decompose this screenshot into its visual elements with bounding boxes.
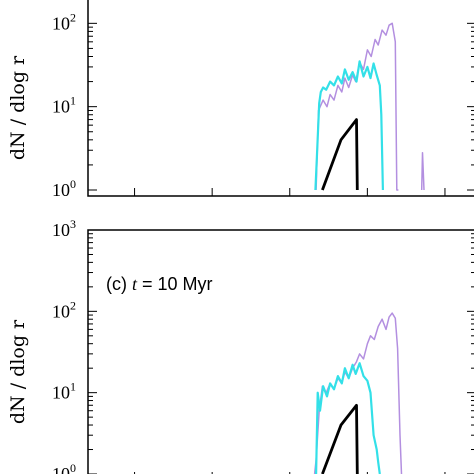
ytick-label: 101 [52, 94, 76, 117]
series-line [321, 118, 359, 191]
panel-c: 100 101 102 103 (c) t = 10 Myr dN / dlog r [7, 217, 474, 474]
series-line [420, 151, 425, 191]
series-line [315, 362, 381, 474]
panel-c-ylabel: dN / dlog r [7, 319, 29, 424]
ytick-label: 100 [52, 177, 76, 200]
panel-b-ytick-labels: 100 101 102 [52, 10, 76, 200]
panel-b-ticks [88, 22, 474, 196]
panel-b-ylabel: dN / dlog r [7, 55, 29, 160]
series-line [314, 60, 384, 191]
panel-b: 100 101 102 dN / dlog r [7, 0, 474, 200]
panel-c-label: (c) t = 10 Myr [106, 274, 213, 294]
panel-b-frame [87, 0, 474, 197]
ytick-label: 100 [52, 461, 76, 474]
ytick-label: 101 [52, 380, 76, 403]
ytick-label: 102 [52, 298, 76, 321]
panel-c-ticks [88, 229, 474, 474]
panel-b-series [314, 22, 425, 191]
panel-c-series [313, 312, 403, 474]
ytick-label: 103 [52, 217, 76, 240]
ytick-label: 102 [52, 10, 76, 33]
series-line [321, 403, 359, 474]
panel-c-frame [87, 229, 474, 474]
panel-c-ytick-labels: 100 101 102 103 [52, 217, 76, 474]
